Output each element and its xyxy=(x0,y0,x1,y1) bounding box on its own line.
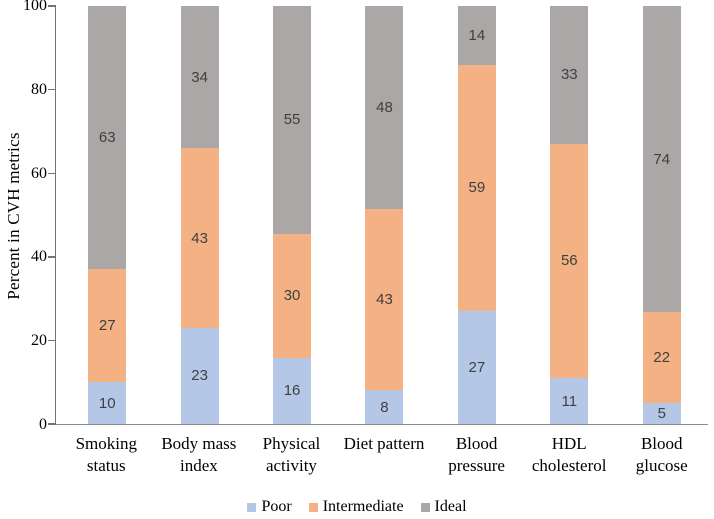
bar-segment-ideal: 33 xyxy=(550,6,589,144)
y-tick-mark xyxy=(48,172,56,174)
data-label: 33 xyxy=(560,66,578,84)
data-label: 23 xyxy=(191,367,208,385)
data-label: 56 xyxy=(560,252,578,270)
data-label: 34 xyxy=(191,68,208,86)
bars-container: 10 27 63 23 43 34 16 30 55 8 43 48 27 59 14 11 56 33 5 22 74 xyxy=(56,6,708,424)
legend-label: Poor xyxy=(261,498,292,515)
legend-item-ideal: Ideal xyxy=(420,498,467,516)
bar-segment-intermediate: 27 xyxy=(88,269,127,383)
bar-segment-intermediate: 22 xyxy=(642,312,681,404)
bar-segment-ideal: 74 xyxy=(642,6,681,313)
bar-segment-poor: 23 xyxy=(180,327,219,424)
data-label: 55 xyxy=(283,111,301,129)
x-category-label: Body mass index xyxy=(161,434,237,476)
x-category-label: Blood glucose xyxy=(635,434,688,476)
legend: Poor Intermediate Ideal xyxy=(0,498,714,516)
bar-column: 8 43 48 xyxy=(338,6,430,424)
bar-column: 27 59 14 xyxy=(431,6,523,424)
legend-swatch-icon xyxy=(420,502,430,512)
bar-column: 5 22 74 xyxy=(616,6,708,424)
legend-swatch-icon xyxy=(247,502,257,512)
stacked-bar: 11 56 33 xyxy=(550,6,589,424)
x-category-label: Physical activity xyxy=(262,434,321,476)
data-label: 8 xyxy=(380,398,389,416)
bar-segment-poor: 16 xyxy=(273,357,312,424)
bar-segment-intermediate: 59 xyxy=(457,64,496,312)
x-category-label: Diet pattern xyxy=(343,434,425,453)
y-axis-tick-labels: 0 20 40 60 80 100 xyxy=(0,0,47,433)
data-label: 27 xyxy=(468,359,486,377)
data-label: 11 xyxy=(561,392,578,410)
bar-segment-poor: 27 xyxy=(457,311,496,424)
legend-label: Intermediate xyxy=(322,498,404,515)
stacked-bar: 5 22 74 xyxy=(642,6,681,424)
stacked-bar: 27 59 14 xyxy=(457,6,496,424)
data-label: 16 xyxy=(283,382,301,400)
data-label: 63 xyxy=(98,129,116,147)
data-label: 30 xyxy=(283,287,301,305)
bar-column: 23 43 34 xyxy=(153,6,245,424)
y-tick-label: 40 xyxy=(31,248,47,266)
bar-segment-ideal: 48 xyxy=(365,6,404,209)
y-tick-label: 20 xyxy=(31,332,47,350)
y-tick-mark xyxy=(48,423,56,425)
bar-segment-intermediate: 43 xyxy=(180,148,219,328)
plot-area: 10 27 63 23 43 34 16 30 55 8 43 48 27 59 14 11 56 33 5 22 74 xyxy=(48,5,708,425)
bar-segment-poor: 5 xyxy=(642,403,681,424)
y-tick-label: 80 xyxy=(31,80,47,98)
bar-column: 10 27 63 xyxy=(61,6,153,424)
stacked-bar: 16 30 55 xyxy=(273,6,312,424)
legend-item-intermediate: Intermediate xyxy=(308,498,404,516)
bar-segment-ideal: 63 xyxy=(88,6,127,270)
stacked-bar: 23 43 34 xyxy=(180,6,219,424)
data-label: 22 xyxy=(653,349,671,367)
data-label: 27 xyxy=(98,317,116,335)
legend-label: Ideal xyxy=(434,498,467,515)
x-category-label: Blood pressure xyxy=(448,434,505,476)
data-label: 14 xyxy=(468,26,486,44)
y-tick-mark xyxy=(48,256,56,258)
bar-segment-ideal: 34 xyxy=(180,6,219,149)
bar-segment-poor: 11 xyxy=(550,378,589,424)
data-label: 74 xyxy=(653,150,671,168)
y-tick-label: 100 xyxy=(23,0,47,14)
bar-segment-intermediate: 43 xyxy=(365,208,404,391)
y-tick-mark xyxy=(48,88,56,91)
data-label: 48 xyxy=(376,98,393,116)
y-tick-label: 60 xyxy=(31,164,47,182)
y-tick-mark xyxy=(48,339,56,342)
data-label: 10 xyxy=(98,394,116,412)
data-label: 43 xyxy=(376,290,393,308)
bar-segment-intermediate: 56 xyxy=(550,143,589,379)
x-axis-category-labels: Smoking status Body mass index Physical activ… xyxy=(55,433,708,478)
bar-segment-ideal: 55 xyxy=(273,6,312,234)
bar-segment-ideal: 14 xyxy=(457,6,496,65)
bar-segment-poor: 8 xyxy=(365,390,404,424)
bar-segment-intermediate: 30 xyxy=(273,233,312,358)
bar-column: 11 56 33 xyxy=(523,6,615,424)
bar-segment-poor: 10 xyxy=(88,382,127,424)
legend-item-poor: Poor xyxy=(247,498,292,516)
legend-swatch-icon xyxy=(308,502,318,512)
data-label: 5 xyxy=(657,405,666,423)
stacked-bar: 8 43 48 xyxy=(365,6,404,424)
bar-column: 16 30 55 xyxy=(246,6,338,424)
y-tick-mark xyxy=(48,5,56,7)
x-category-label: Smoking status xyxy=(75,434,137,476)
x-category-label: HDL cholesterol xyxy=(531,434,607,476)
data-label: 59 xyxy=(468,179,486,197)
stacked-bar: 10 27 63 xyxy=(88,6,127,424)
y-tick-label: 0 xyxy=(39,416,47,433)
data-label: 43 xyxy=(191,229,208,247)
